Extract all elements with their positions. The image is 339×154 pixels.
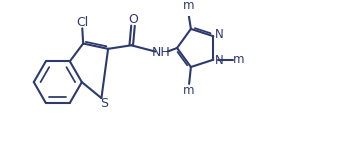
Text: S: S	[100, 97, 108, 109]
Text: O: O	[128, 13, 138, 26]
Text: NH: NH	[152, 46, 171, 59]
Text: N: N	[215, 54, 223, 67]
Text: Cl: Cl	[76, 16, 88, 29]
Text: m: m	[183, 84, 195, 97]
Text: m: m	[233, 53, 244, 66]
Text: N: N	[215, 28, 223, 41]
Text: m: m	[182, 0, 194, 12]
